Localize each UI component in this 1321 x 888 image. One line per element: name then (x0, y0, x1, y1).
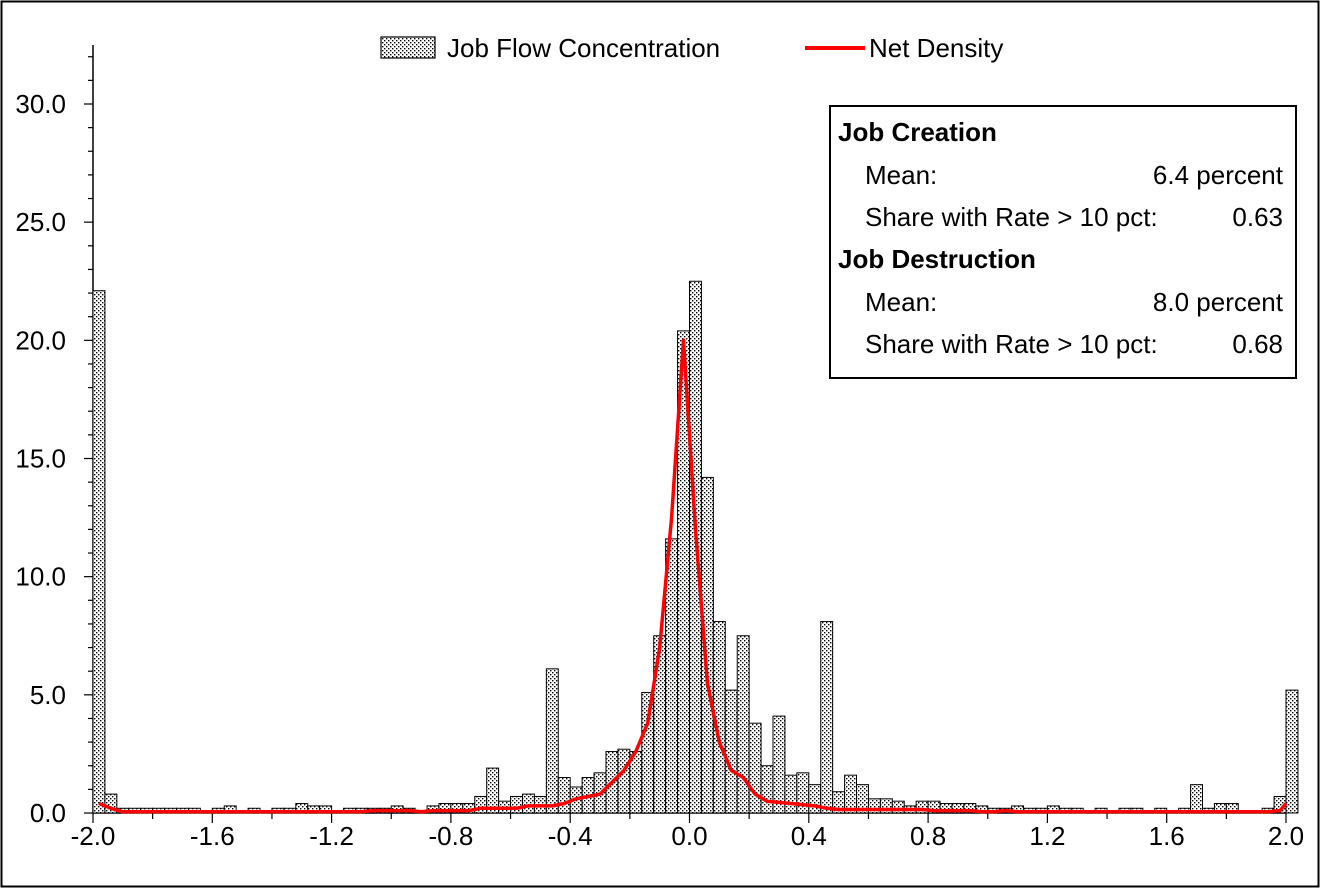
x-tick-label: 0.0 (671, 821, 707, 851)
y-tick-label: 0.0 (30, 798, 66, 828)
histogram-bar (641, 691, 655, 814)
x-tick-label: -1.2 (309, 821, 354, 851)
histogram-bar (510, 795, 523, 814)
histogram-bar (104, 793, 118, 814)
stats-destruction-mean-label: Mean: (865, 287, 937, 317)
stats-creation-title: Job Creation (838, 117, 997, 147)
stats-box-frame (829, 105, 1297, 379)
x-tick-label: 0.8 (910, 821, 946, 851)
x-tick-label: 2.0 (1268, 821, 1304, 851)
x-tick-label: 1.2 (1029, 821, 1065, 851)
stats-creation-mean-label: Mean: (865, 160, 937, 190)
x-tick-label: -1.6 (190, 821, 235, 851)
histogram-bar (617, 748, 631, 814)
x-tick-label: -0.8 (428, 821, 473, 851)
y-tick-label: 5.0 (30, 680, 66, 710)
histogram-bar (92, 290, 106, 814)
x-tick-label: -2.0 (71, 821, 116, 851)
histogram-bar (1285, 689, 1299, 814)
histogram-bar (1190, 784, 1203, 814)
histogram-bar (760, 765, 774, 814)
histogram-bar (796, 772, 810, 814)
stats-destruction-share-value: 0.68 (1232, 329, 1283, 359)
stats-destruction-title: Job Destruction (838, 244, 1036, 274)
x-tick-label: -0.4 (548, 821, 593, 851)
y-tick-label: 10.0 (15, 562, 66, 592)
histogram-bar (772, 715, 786, 814)
legend: Job Flow Concentration Net Density (380, 33, 1003, 63)
histogram-bar (521, 793, 535, 814)
histogram-bar (844, 774, 858, 814)
histogram-bar (545, 668, 559, 814)
histogram-bar (736, 635, 750, 814)
histogram-bar (724, 689, 738, 814)
stats-creation-share-value: 0.63 (1232, 202, 1283, 232)
histogram-bar (808, 784, 822, 814)
stats-destruction-mean-value: 8.0 percent (1153, 287, 1284, 317)
net-density-line (98, 338, 1288, 814)
x-tick-label: 1.6 (1149, 821, 1185, 851)
histogram-bar (486, 767, 500, 814)
legend-bar-label: Job Flow Concentration (447, 33, 720, 63)
x-tick-label: 0.4 (791, 821, 827, 851)
histogram-bar (820, 621, 834, 814)
legend-line-label: Net Density (869, 33, 1003, 63)
histogram-bar (653, 635, 667, 814)
y-tick-label: 15.0 (15, 444, 66, 474)
legend-bar-swatch (380, 36, 436, 59)
stats-destruction-share-label: Share with Rate > 10 pct: (865, 329, 1158, 359)
y-tick-label: 30.0 (15, 89, 66, 119)
y-tick-label: 20.0 (15, 325, 66, 355)
stats-creation-share-label: Share with Rate > 10 pct: (865, 202, 1158, 232)
histogram-bar (748, 722, 762, 814)
y-tick-label: 25.0 (15, 207, 66, 237)
stats-creation-mean-value: 6.4 percent (1153, 160, 1284, 190)
net-density-series (98, 338, 1288, 814)
stats-box: Job Creation Mean: 6.4 percent Share wit… (829, 105, 1297, 379)
histogram-bar (784, 774, 798, 814)
histogram-bar (557, 777, 571, 814)
